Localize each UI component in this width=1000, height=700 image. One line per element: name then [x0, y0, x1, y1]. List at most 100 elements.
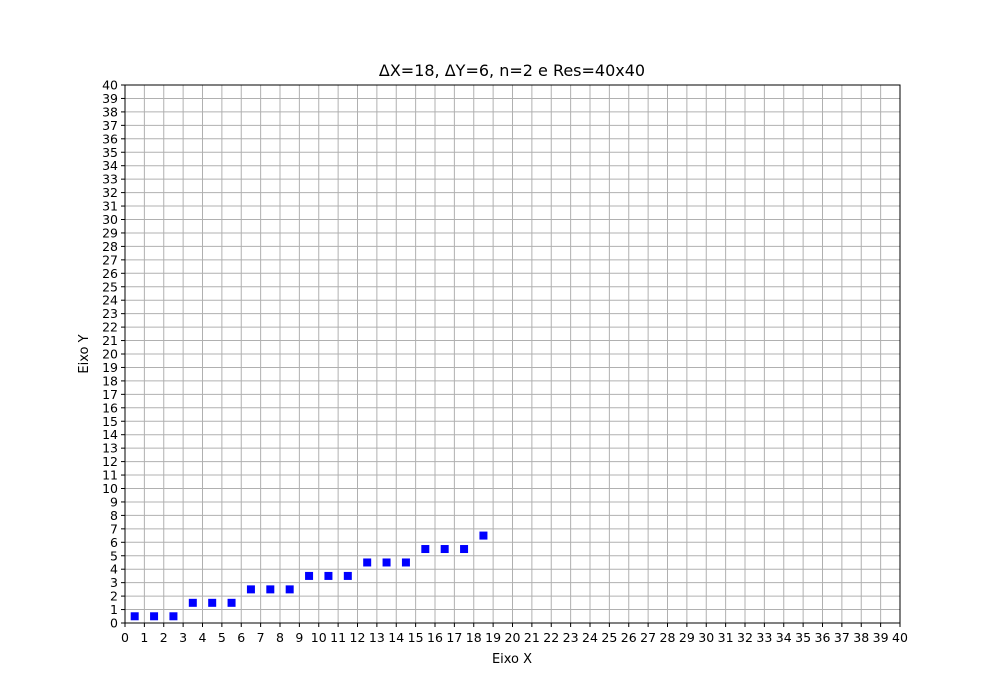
- x-tick-label: 22: [543, 630, 559, 645]
- x-tick-label: 32: [737, 630, 753, 645]
- y-tick-label: 15: [102, 414, 118, 429]
- y-tick-label: 35: [102, 145, 118, 160]
- x-tick-label: 38: [853, 630, 869, 645]
- data-point-marker: [479, 531, 488, 540]
- x-tick-label: 15: [408, 630, 424, 645]
- data-point-marker: [150, 612, 159, 621]
- x-tick-label: 0: [121, 630, 129, 645]
- x-tick-label: 23: [563, 630, 579, 645]
- y-tick-label: 11: [102, 468, 118, 483]
- y-tick-label: 14: [102, 427, 118, 442]
- x-tick-label: 40: [892, 630, 908, 645]
- data-point-marker: [305, 571, 314, 580]
- y-tick-label: 32: [102, 185, 118, 200]
- y-tick-label: 4: [110, 562, 118, 577]
- data-point-marker: [421, 545, 430, 554]
- data-point-marker: [382, 558, 391, 567]
- data-points: [130, 531, 488, 621]
- y-tick-label: 26: [102, 266, 118, 281]
- x-tick-label: 30: [698, 630, 714, 645]
- x-tick-label: 33: [756, 630, 772, 645]
- x-tick-label: 35: [795, 630, 811, 645]
- x-tick-label: 1: [140, 630, 148, 645]
- y-tick-label: 40: [102, 78, 118, 93]
- x-tick-label: 13: [369, 630, 385, 645]
- x-tick-label: 27: [640, 630, 656, 645]
- y-tick-label: 39: [102, 91, 118, 106]
- x-tick-label: 24: [582, 630, 598, 645]
- y-tick-label: 1: [110, 602, 118, 617]
- y-tick-label: 12: [102, 454, 118, 469]
- x-tick-label: 9: [295, 630, 303, 645]
- x-tick-label: 10: [311, 630, 327, 645]
- y-tick-label: 37: [102, 118, 118, 133]
- x-tick-label: 7: [257, 630, 265, 645]
- x-tick-label: 4: [199, 630, 207, 645]
- y-tick-label: 16: [102, 400, 118, 415]
- data-point-marker: [363, 558, 372, 567]
- y-tick-label: 7: [110, 521, 118, 536]
- x-tick-label: 37: [834, 630, 850, 645]
- y-tick-label: 30: [102, 212, 118, 227]
- x-tick-label: 28: [660, 630, 676, 645]
- x-tick-label: 8: [276, 630, 284, 645]
- y-tick-label: 38: [102, 104, 118, 119]
- y-tick-label: 31: [102, 199, 118, 214]
- x-tick-label: 26: [621, 630, 637, 645]
- y-tick-label: 3: [110, 575, 118, 590]
- grid: [124, 84, 901, 624]
- plot-area-frame: [124, 84, 901, 624]
- data-point-marker: [401, 558, 410, 567]
- y-tick-label: 22: [102, 320, 118, 335]
- data-point-marker: [460, 545, 469, 554]
- y-tick-label: 23: [102, 306, 118, 321]
- data-point-marker: [246, 585, 255, 594]
- chart-title: ΔX=18, ΔY=6, n=2 e Res=40x40: [379, 61, 645, 80]
- y-tick-label: 2: [110, 589, 118, 604]
- data-point-marker: [343, 571, 352, 580]
- x-tick-label: 20: [505, 630, 521, 645]
- x-tick-label: 39: [873, 630, 889, 645]
- data-point-marker: [440, 545, 449, 554]
- y-tick-label: 24: [102, 293, 118, 308]
- x-tick-label: 18: [466, 630, 482, 645]
- y-tick-label: 10: [102, 481, 118, 496]
- x-tick-label: 6: [237, 630, 245, 645]
- axis-ticks: 0 1 2 3 4 5 6 7 8 9 10 11 12 13 14 15 16 17 18 19 20 21 22 23 24…: [102, 78, 908, 646]
- x-tick-label: 29: [679, 630, 695, 645]
- y-tick-label: 21: [102, 333, 118, 348]
- y-tick-label: 36: [102, 131, 118, 146]
- y-tick-label: 13: [102, 441, 118, 456]
- x-tick-label: 34: [776, 630, 792, 645]
- data-point-marker: [208, 598, 217, 607]
- y-tick-label: 34: [102, 158, 118, 173]
- y-tick-label: 0: [110, 616, 118, 631]
- data-point-marker: [188, 598, 197, 607]
- y-axis-label: Eixo Y: [77, 334, 92, 373]
- y-tick-label: 27: [102, 252, 118, 267]
- y-tick-label: 28: [102, 239, 118, 254]
- y-tick-label: 25: [102, 279, 118, 294]
- x-tick-label: 31: [718, 630, 734, 645]
- data-point-marker: [227, 598, 236, 607]
- data-point-marker: [324, 571, 333, 580]
- y-tick-label: 6: [110, 535, 118, 550]
- y-tick-label: 9: [110, 494, 118, 509]
- y-tick-label: 18: [102, 373, 118, 388]
- x-tick-label: 2: [160, 630, 168, 645]
- x-axis-label: Eixo X: [492, 652, 532, 667]
- data-point-marker: [266, 585, 275, 594]
- y-tick-label: 33: [102, 172, 118, 187]
- y-tick-label: 19: [102, 360, 118, 375]
- x-tick-label: 17: [446, 630, 462, 645]
- x-tick-label: 21: [524, 630, 540, 645]
- y-tick-label: 17: [102, 387, 118, 402]
- x-tick-label: 16: [427, 630, 443, 645]
- x-tick-label: 12: [350, 630, 366, 645]
- x-tick-label: 36: [815, 630, 831, 645]
- y-tick-label: 8: [110, 508, 118, 523]
- x-tick-label: 19: [485, 630, 501, 645]
- x-tick-label: 14: [388, 630, 404, 645]
- x-tick-label: 25: [601, 630, 617, 645]
